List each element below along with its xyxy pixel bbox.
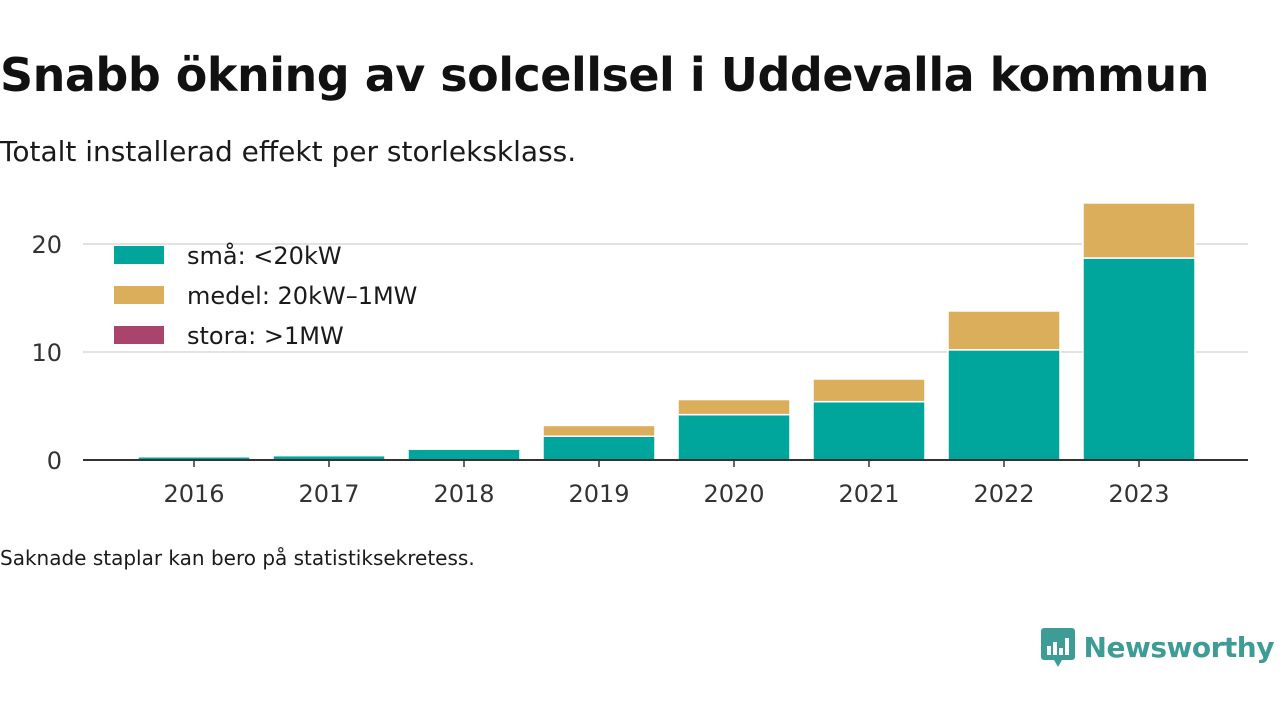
bar-2023-series-0	[1082, 257, 1196, 461]
bar-2019-series-0	[542, 435, 656, 461]
legend-swatch	[114, 326, 164, 344]
x-tick-label: 2019	[568, 480, 629, 508]
bar-2022-series-0	[947, 349, 1061, 461]
legend-label: små: <20kW	[187, 241, 342, 270]
x-tick-label: 2022	[973, 480, 1034, 508]
x-tick-label: 2017	[298, 480, 359, 508]
bar-2021-series-1	[812, 378, 926, 403]
legend: små: <20kW medel: 20kW–1MW stora: >1MW	[114, 241, 417, 350]
bar-2022-series-1	[947, 310, 1061, 351]
bar-2021-series-0	[812, 400, 926, 461]
bar-2019-series-1	[542, 424, 656, 437]
legend-swatch	[114, 246, 164, 264]
x-tick-label: 2021	[838, 480, 899, 508]
newsworthy-logo-icon	[1040, 628, 1075, 667]
bars	[137, 202, 1196, 461]
chart-title: Snabb ökning av solcellsel i Uddevalla k…	[0, 48, 1209, 102]
legend-label: stora: >1MW	[187, 322, 344, 350]
footnote: Saknade staplar kan bero på statistiksek…	[0, 546, 475, 570]
x-tick-label: 2020	[703, 480, 764, 508]
legend-label: medel: 20kW–1MW	[187, 282, 417, 310]
brand-name: Newsworthy	[1083, 630, 1275, 664]
y-tick-label: 20	[31, 231, 62, 259]
bar-2018-series-0	[407, 448, 521, 461]
bar-2023-series-1	[1082, 202, 1196, 259]
axes: 0 10 20 2016 2017 2018 2019 2020 2021 2022 2023	[31, 231, 1248, 508]
x-tick-label: 2016	[163, 480, 224, 508]
y-tick-label: 10	[31, 339, 62, 367]
x-tick-label: 2023	[1108, 480, 1169, 508]
bar-2020-series-0	[677, 413, 791, 461]
legend-swatch	[114, 286, 164, 304]
y-tick-label: 0	[47, 447, 62, 475]
x-tick-label: 2018	[433, 480, 494, 508]
brand-logo: Newsworthy	[1040, 626, 1275, 668]
chart-subtitle: Totalt installerad effekt per storlekskl…	[0, 135, 577, 168]
bar-2020-series-1	[677, 398, 791, 416]
